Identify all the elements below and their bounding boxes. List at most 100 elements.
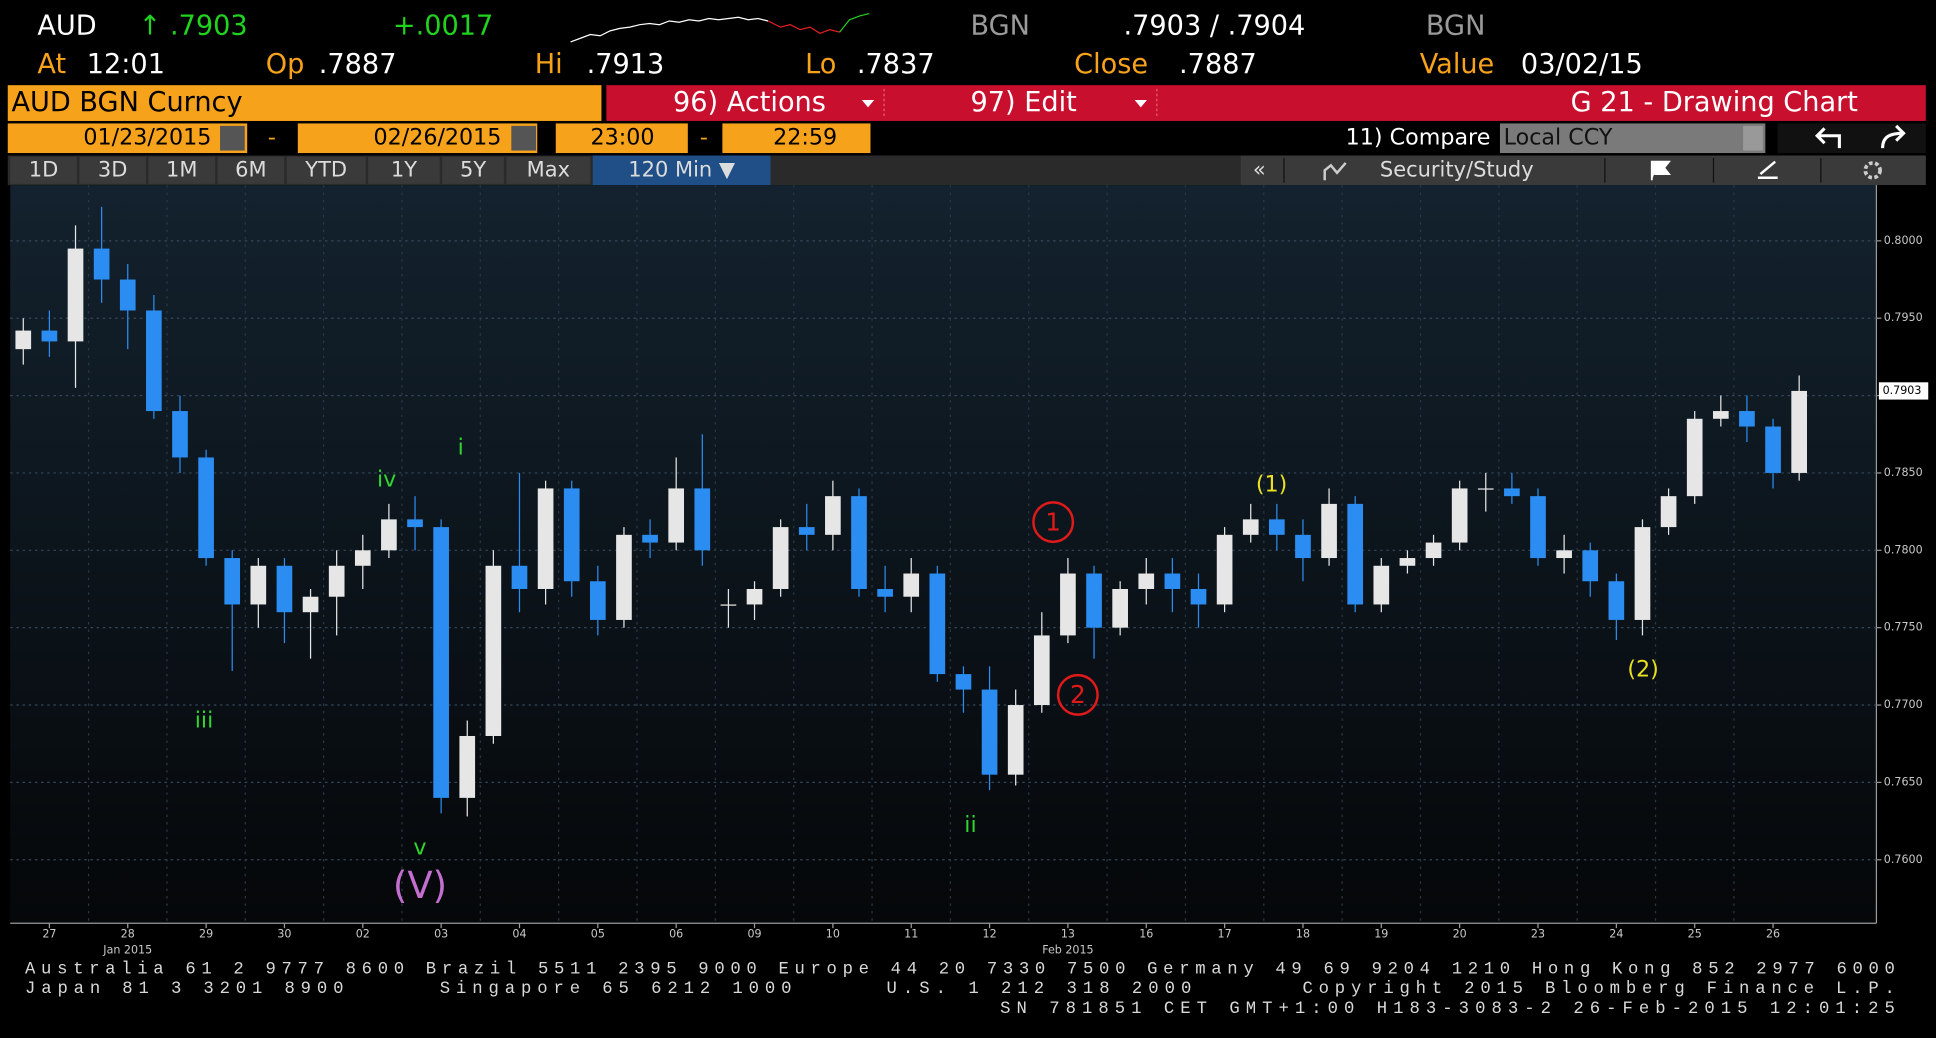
tab-box[interactable] <box>368 156 440 184</box>
tab[interactable]: 3D <box>98 157 128 181</box>
candle-body <box>1295 534 1311 559</box>
settings-icon[interactable] <box>1863 161 1882 180</box>
candle-body <box>1686 418 1703 497</box>
candle-body <box>381 519 397 551</box>
candle-body <box>1739 411 1755 427</box>
chart-name: G 21 - Drawing Chart <box>1571 87 1858 118</box>
tab-box[interactable] <box>506 156 591 184</box>
tab-box[interactable] <box>10 156 77 184</box>
last-price-tag <box>1878 382 1929 400</box>
candle-body <box>1033 635 1050 706</box>
last-price: ↑ .7903 <box>139 11 248 42</box>
change: +.0017 <box>393 11 493 42</box>
tab-box[interactable] <box>79 156 146 184</box>
compare[interactable]: 11) Compare <box>1346 125 1491 151</box>
ticker-box[interactable] <box>7 85 602 121</box>
active-tab-box[interactable] <box>592 155 771 186</box>
month-label: Feb 2015 <box>1042 943 1093 956</box>
candle-body <box>119 279 136 311</box>
tab[interactable]: 1M <box>166 157 197 181</box>
security-study[interactable]: Security/Study <box>1380 157 1534 181</box>
candle-body <box>1216 534 1233 605</box>
candle-body <box>224 558 241 605</box>
x-tick-label: 24 <box>1609 927 1623 940</box>
candle-body <box>146 310 162 412</box>
x-tick-label: 13 <box>1061 927 1075 940</box>
candle-body <box>276 565 293 613</box>
undo-icon[interactable] <box>1814 127 1841 149</box>
candle-body <box>694 488 711 551</box>
collapse[interactable]: « <box>1253 157 1266 181</box>
start-time-field[interactable] <box>555 123 688 154</box>
end-time-field[interactable] <box>722 123 871 154</box>
tab-box[interactable] <box>148 156 216 184</box>
last-price-label: 0.7903 <box>1883 384 1922 397</box>
annotation: iii <box>195 707 214 733</box>
candle-body <box>642 534 658 543</box>
tab[interactable]: Max <box>527 157 570 181</box>
x-tick-label: 17 <box>1218 927 1232 940</box>
x-tick-label: 12 <box>983 927 997 940</box>
candle-body <box>67 248 84 342</box>
x-tick-label: 05 <box>591 927 605 940</box>
y-tick-label: 0.7850 <box>1884 466 1923 479</box>
x-tick-label: 29 <box>199 927 213 940</box>
bid-ask: .7903 / .7904 <box>1124 11 1306 42</box>
footer-line: SN 781851 CET GMT+1:00 H183-3083-2 26-Fe… <box>1000 1000 1895 1019</box>
study-bar <box>1240 155 1926 186</box>
flag-icon[interactable] <box>1650 160 1671 181</box>
edit-icon[interactable] <box>1757 160 1778 179</box>
sparkline-down <box>767 20 840 35</box>
tab[interactable]: 5Y <box>460 157 486 181</box>
candle-body <box>1347 503 1364 605</box>
tab-box[interactable] <box>442 156 504 184</box>
tab-box[interactable] <box>217 156 285 184</box>
candle-body <box>93 248 110 280</box>
candle-body <box>537 488 554 589</box>
y-tick-label: 0.7700 <box>1884 698 1923 711</box>
tab[interactable]: YTD <box>304 157 347 181</box>
candle-body <box>1765 426 1781 473</box>
active-tab[interactable]: 120 Min ▼ <box>628 157 736 181</box>
calendar-icon[interactable] <box>511 125 537 151</box>
candle-body <box>15 330 32 350</box>
candle-body <box>198 457 214 559</box>
scroll-button[interactable] <box>1743 125 1763 151</box>
redo-icon[interactable] <box>1881 124 1906 149</box>
ticker: AUD BGN Curncy <box>11 87 242 118</box>
calendar-icon[interactable] <box>220 125 245 151</box>
annotation: (2) <box>1627 657 1658 683</box>
candle-body <box>354 550 371 566</box>
candle-body <box>772 527 789 589</box>
candle-body <box>720 604 737 606</box>
start-date-field[interactable] <box>7 123 248 154</box>
actions-menu[interactable]: 96) Actions <box>673 87 826 118</box>
annotation: (V) <box>393 864 447 907</box>
low-label: Lo <box>805 49 836 80</box>
security: AUD <box>37 11 96 42</box>
start-time: 23:00 <box>591 125 655 151</box>
end-date-field[interactable] <box>297 123 538 154</box>
currency-field[interactable] <box>1499 123 1766 154</box>
candle-body <box>877 588 893 597</box>
candle-body <box>825 496 841 535</box>
high-label: Hi <box>535 49 563 80</box>
candle-body <box>1164 573 1181 589</box>
dash: - <box>268 125 276 151</box>
value-date: 03/02/15 <box>1521 49 1643 80</box>
tab[interactable]: 6M <box>235 157 266 181</box>
candle-body <box>589 581 606 620</box>
edit-menu[interactable]: 97) Edit <box>970 87 1076 118</box>
tab[interactable]: 1D <box>29 157 58 181</box>
candle-body <box>1530 496 1546 559</box>
candle-body <box>1556 550 1572 559</box>
tab-box[interactable] <box>286 156 366 184</box>
annotation: 2 <box>1070 680 1086 709</box>
y-tick-label: 0.7650 <box>1884 775 1923 788</box>
x-tick-label: 19 <box>1374 927 1388 940</box>
x-tick-label: 09 <box>747 927 761 940</box>
candle-body <box>851 496 867 589</box>
candle-body <box>1791 390 1808 473</box>
tab[interactable]: 1Y <box>391 157 417 181</box>
candle-body <box>1451 488 1468 543</box>
